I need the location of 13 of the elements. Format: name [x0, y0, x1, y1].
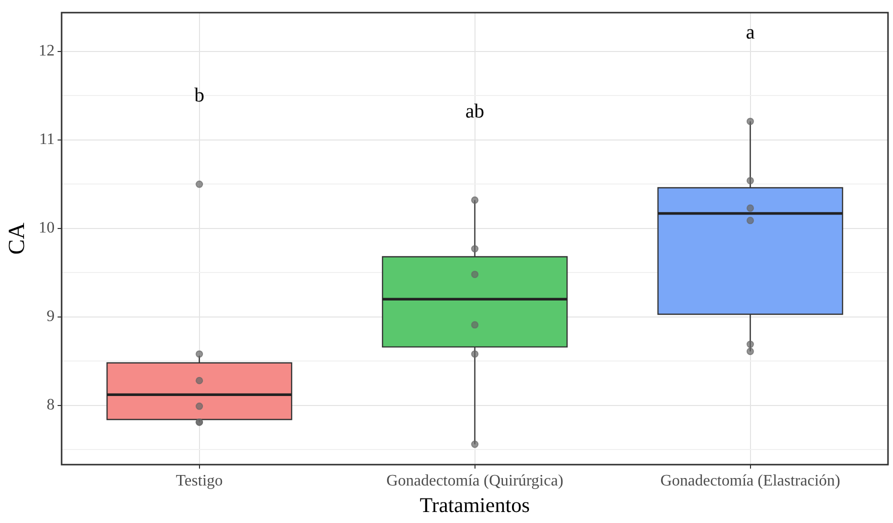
x-tick-label: Gonadectomía (Elastración): [660, 472, 840, 490]
annotation: ab: [465, 100, 484, 122]
y-tick-label: 11: [39, 131, 55, 148]
annotation: a: [746, 22, 755, 44]
y-tick-label: 12: [38, 42, 55, 60]
y-tick-label: 9: [46, 308, 55, 326]
x-tick-label: Testigo: [176, 472, 223, 490]
x-axis-title: Tratamientos: [420, 492, 530, 517]
y-tick-label: 8: [46, 396, 55, 414]
y-tick-label: 10: [38, 220, 55, 237]
x-tick-label: Gonadectomía (Quirúrgica): [386, 472, 564, 490]
annotation: b: [194, 84, 204, 106]
y-axis-title: CA: [4, 222, 29, 255]
